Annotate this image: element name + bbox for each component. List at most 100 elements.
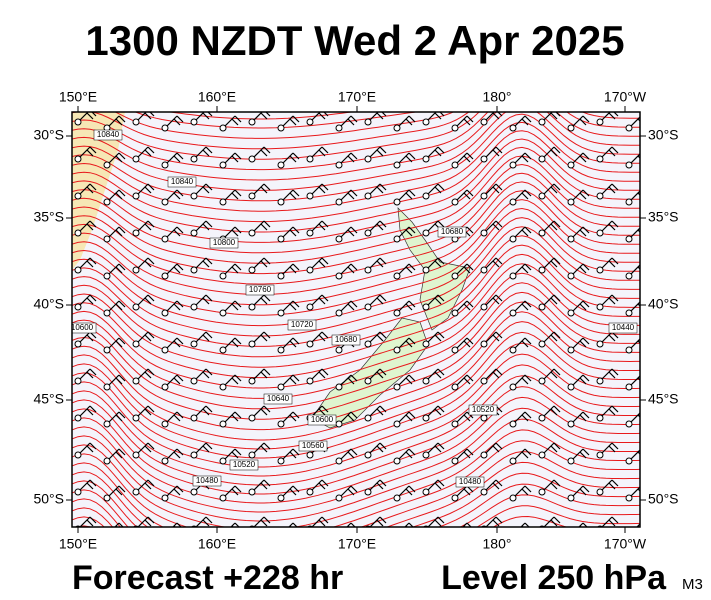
barb-feather [318, 112, 326, 120]
title: 1300 NZDT Wed 2 Apr 2025 [85, 17, 624, 64]
barb-feather [376, 149, 384, 157]
barb-station [596, 414, 604, 422]
wind-barb [538, 331, 561, 348]
wind-barb [190, 368, 213, 385]
wind-barb [132, 146, 155, 163]
barb-feather [641, 301, 647, 307]
barb-feather [376, 334, 384, 342]
contour [72, 235, 640, 347]
barb-feather [89, 146, 97, 154]
barb-feather [321, 257, 329, 265]
barb-feather [379, 183, 387, 191]
barb-feather [608, 260, 616, 268]
barb-feather [376, 519, 384, 527]
barb-feather [437, 442, 445, 450]
wind-barb [277, 300, 300, 317]
barb-feather [260, 223, 268, 231]
barb-feather [318, 408, 326, 416]
wind-barb [306, 294, 329, 311]
barb-feather [405, 192, 413, 200]
wind-barb [393, 374, 416, 391]
barb-feather [118, 226, 126, 234]
barb-feather [437, 479, 445, 487]
barb-feather [147, 294, 155, 302]
barb-station [625, 494, 633, 502]
wind-barb [567, 263, 590, 280]
barb-station [248, 229, 256, 237]
barb-feather [347, 488, 355, 496]
barb-feather [202, 112, 210, 120]
barb-station [480, 303, 488, 311]
wind-barb [567, 337, 590, 354]
contour-label-box [192, 475, 222, 487]
wind-barb [190, 112, 213, 126]
wind-barb [451, 152, 474, 169]
barb-station [422, 414, 430, 422]
barb-feather [611, 368, 619, 376]
barb-station [509, 346, 517, 354]
barb-feather [437, 146, 445, 154]
barb-feather [260, 260, 268, 268]
barb-feather [611, 442, 619, 450]
wind-barb [364, 112, 387, 126]
barb-station [509, 124, 517, 132]
barb-feather [321, 405, 329, 413]
barb-station [74, 155, 82, 163]
barb-feather [466, 115, 474, 123]
barb-station [596, 377, 604, 385]
wind-barb [103, 300, 126, 317]
barb-station [162, 532, 168, 538]
barb-feather [115, 488, 123, 496]
barb-feather [234, 411, 242, 419]
barb-feather [550, 297, 558, 305]
contour [72, 112, 640, 150]
wind-barb [219, 189, 242, 206]
wind-barb [161, 152, 184, 169]
wind-barb [277, 337, 300, 354]
barb-feather [641, 153, 647, 159]
longitude-label: 150°E [59, 536, 97, 552]
wind-barb [625, 338, 640, 354]
wind-barb [422, 112, 445, 126]
contour-label-box [209, 237, 239, 249]
barb-station [567, 420, 575, 428]
barb-feather [173, 155, 181, 163]
barb-feather [637, 451, 640, 455]
barb-station [219, 124, 227, 132]
barb-station [451, 346, 459, 354]
barb-feather [144, 112, 152, 120]
barb-feather [611, 183, 619, 191]
contour-label-box [468, 404, 498, 416]
barb-station [103, 198, 111, 206]
wind-barb [509, 189, 532, 206]
barb-station [306, 266, 314, 274]
wind-barb [578, 522, 588, 527]
barb-feather [89, 257, 97, 265]
barb-station [74, 414, 82, 422]
barb-feather [318, 482, 326, 490]
barb-station [625, 383, 633, 391]
barb-station [625, 457, 633, 465]
barb-feather [86, 223, 94, 231]
barb-station [393, 309, 401, 317]
barb-station [103, 309, 111, 317]
wind-barb [277, 374, 300, 391]
barb-station [219, 383, 227, 391]
barb-staff [404, 522, 410, 527]
barb-station [219, 420, 227, 428]
barb-feather [492, 482, 500, 490]
wind-barb [364, 331, 387, 348]
barb-station [219, 272, 227, 280]
wind-barb [103, 115, 126, 132]
wind-barb [162, 522, 182, 538]
wind-barb [248, 220, 271, 237]
map-content: 10840 10840 10800 10760 10720 10680 10640 10600… [72, 112, 647, 538]
barb-feather [89, 294, 97, 302]
wind-barb [404, 522, 414, 527]
barb-feather [115, 303, 123, 311]
barb-station [190, 451, 198, 459]
wind-barb [567, 374, 590, 391]
barb-feather [582, 448, 590, 456]
wind-barb [509, 337, 532, 354]
